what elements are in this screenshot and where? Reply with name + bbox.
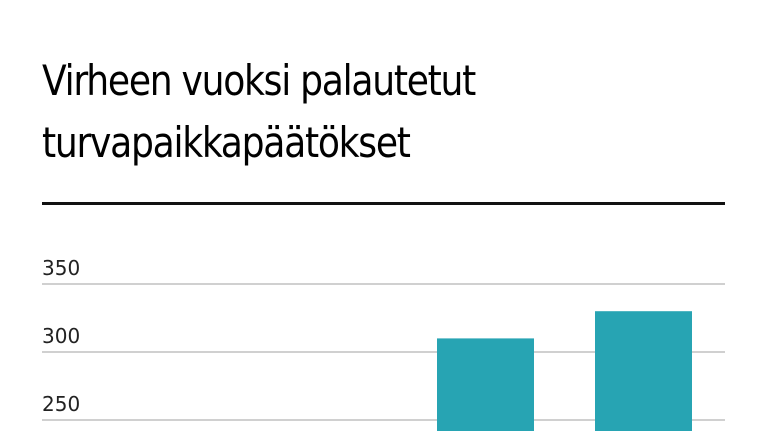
y-tick-label: 250 (42, 392, 80, 416)
chart-title: Virheen vuoksi palautetut turvapaikkapää… (42, 56, 476, 167)
bar (437, 338, 534, 431)
title-divider (42, 202, 725, 205)
y-tick-label: 300 (42, 324, 80, 348)
y-tick-label: 350 (42, 256, 80, 280)
bar (595, 311, 692, 431)
